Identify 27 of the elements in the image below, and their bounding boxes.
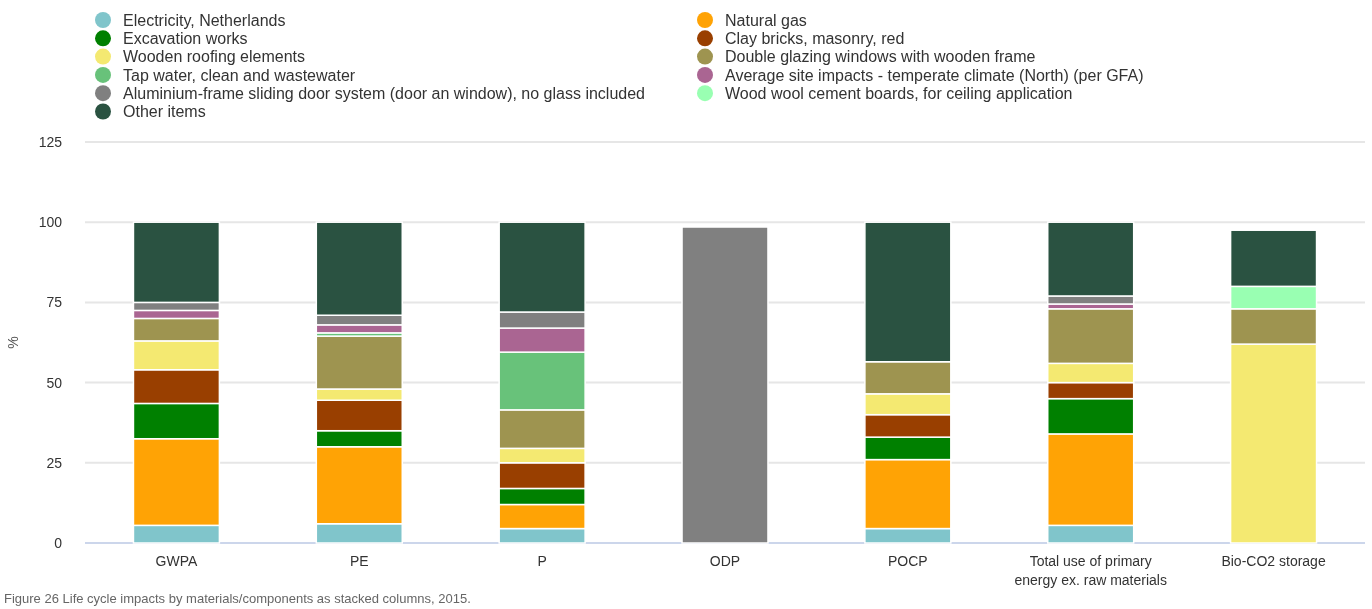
x-tick-label: ODP: [709, 553, 741, 569]
y-tick-label: 0: [54, 534, 63, 551]
y-tick-label: 125: [38, 133, 63, 150]
legend-label: Other items: [123, 103, 206, 121]
x-tick-label: P: [537, 553, 547, 569]
legend-label: Wood wool cement boards, for ceiling application: [725, 84, 1073, 102]
y-axis-title: %: [5, 336, 21, 349]
x-tick-label: POCP: [888, 553, 928, 569]
bar: [681, 226, 769, 544]
legend-label: Clay bricks, masonry, red: [725, 29, 905, 47]
y-tick-label: 50: [46, 374, 63, 391]
x-tick-label: Total use of primary energy ex. raw materials: [1014, 553, 1167, 588]
legend-label: Excavation works: [123, 29, 248, 47]
x-tick-label: PE: [349, 553, 369, 569]
y-tick-label: 25: [46, 454, 63, 471]
legend-label: Wooden roofing elements: [123, 48, 306, 66]
legend-label: Natural gas: [725, 11, 807, 29]
x-tick-label: GWPA: [155, 553, 198, 569]
legend-label: Double glazing windows with wooden frame: [725, 48, 1036, 66]
y-tick-label: 100: [38, 214, 63, 231]
legend-label: Tap water, clean and wastewater: [123, 66, 356, 84]
legend-label: Average site impacts - temperate climate (North) (per GFA): [725, 66, 1144, 84]
legend-label: Electricity, Netherlands: [123, 11, 286, 29]
caption: Figure 26 Life cycle impacts by materials/components as stacked columns, 2015.: [4, 591, 471, 606]
y-tick-label: 75: [46, 294, 63, 311]
x-tick-label: Bio-CO2 storage: [1221, 553, 1326, 569]
legend-label: Aluminium-frame sliding door system (door an window), no glass included: [123, 84, 646, 102]
